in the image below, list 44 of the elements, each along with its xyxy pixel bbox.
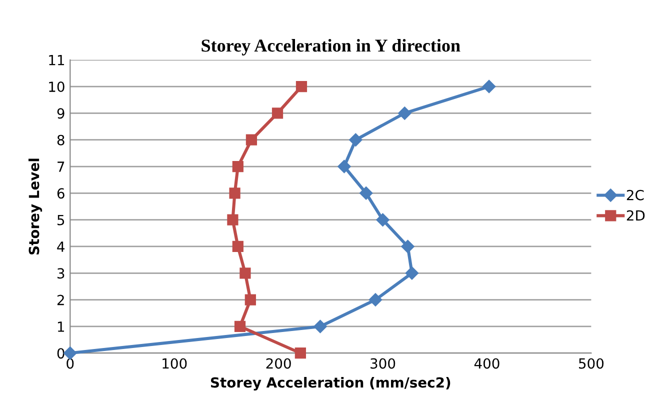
point (398, 106, 412, 120)
point (244, 294, 256, 306)
point (232, 240, 244, 252)
point (234, 320, 246, 332)
point (482, 80, 496, 94)
y-tick-label: 10 (49, 82, 64, 92)
chart-title: Storey Acceleration in Y direction (202, 39, 460, 56)
point (338, 160, 351, 174)
point (272, 108, 284, 119)
y-tick-label: 0 (57, 348, 64, 359)
point (405, 266, 419, 280)
y-tick-label: 5 (58, 214, 64, 226)
y-tick-label: 4 (57, 242, 64, 252)
x-tick-label: 200 (266, 358, 291, 369)
y-tick-label: 2 (57, 294, 64, 306)
legend-label: 2C (626, 190, 644, 200)
point (314, 320, 327, 334)
point (240, 268, 251, 279)
point (368, 293, 382, 306)
x-axis-title: Storey Acceleration (mm/sec2) (210, 376, 450, 391)
y-axis-title: Storey Level (28, 158, 42, 254)
y-tick-label: 6 (57, 188, 64, 199)
x-tick-label: 0 (66, 358, 74, 369)
point (401, 240, 414, 254)
point (246, 134, 258, 146)
y-tick-label: 9 (57, 108, 64, 119)
y-tick-label: 7 (58, 162, 64, 172)
point (229, 188, 240, 199)
y-tick-label: 1 (58, 322, 64, 332)
point (296, 80, 308, 92)
point (227, 214, 238, 226)
x-tick-label: 500 (578, 358, 604, 369)
point (376, 213, 390, 226)
legend-label: 2D (626, 210, 645, 221)
y-tick-label: 8 (57, 134, 64, 146)
point (349, 133, 362, 146)
x-tick-label: 300 (370, 358, 396, 369)
point (294, 348, 306, 359)
y-tick-label: 11 (49, 55, 64, 66)
y-tick-label: 3 (58, 268, 64, 279)
point (232, 160, 244, 172)
x-tick-label: 100 (162, 358, 187, 369)
point (360, 186, 373, 200)
x-tick-label: 400 (474, 358, 500, 369)
